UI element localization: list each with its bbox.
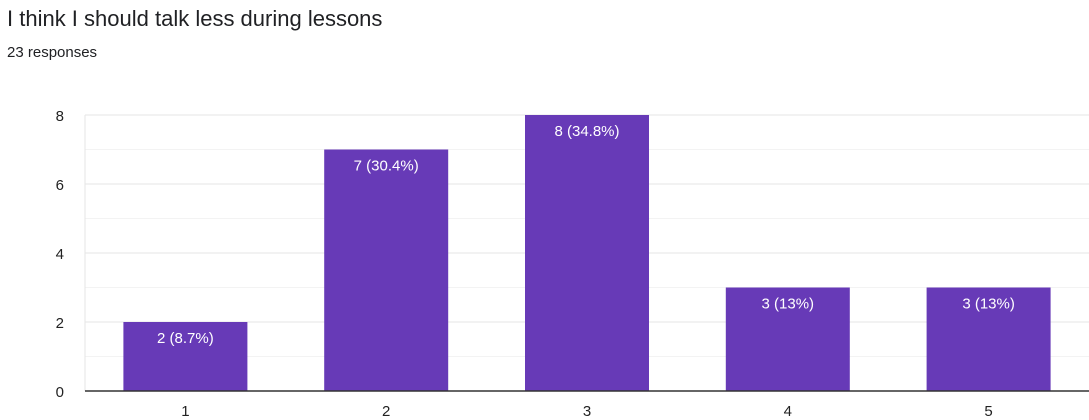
y-axis-ticks: 0 2 4 6 8 [56,108,64,401]
x-axis-ticks: 1 2 3 4 5 [85,390,1089,420]
data-label-2: 7 (30.4%) [354,158,419,175]
x-tick-label: 4 [784,403,792,420]
data-label-4: 3 (13%) [762,296,815,313]
response-count: 23 responses [7,44,98,61]
y-tick-label: 6 [56,177,64,194]
x-tick-label: 5 [984,403,992,420]
bars [123,115,1051,391]
bar-4 [725,287,850,391]
data-label-3: 8 (34.8%) [554,123,619,140]
data-label-1: 2 (8.7%) [157,330,214,347]
bar-1 [123,322,248,391]
x-tick-label: 3 [583,403,591,420]
bar-2 [324,149,449,391]
x-tick-label: 1 [181,403,189,420]
x-tick-label: 2 [382,403,390,420]
chart-title: I think I should talk less during lesson… [7,6,383,31]
data-label-5: 3 (13%) [962,296,1015,313]
bar-5 [926,287,1051,391]
y-tick-label: 8 [56,108,64,125]
data-labels: 2 (8.7%) 7 (30.4%) 8 (34.8%) 3 (13%) 3 (13%) [157,123,1015,347]
bar-3 [525,115,649,391]
y-tick-label: 2 [56,315,64,332]
y-tick-label: 4 [56,246,64,263]
y-tick-label: 0 [56,384,64,401]
